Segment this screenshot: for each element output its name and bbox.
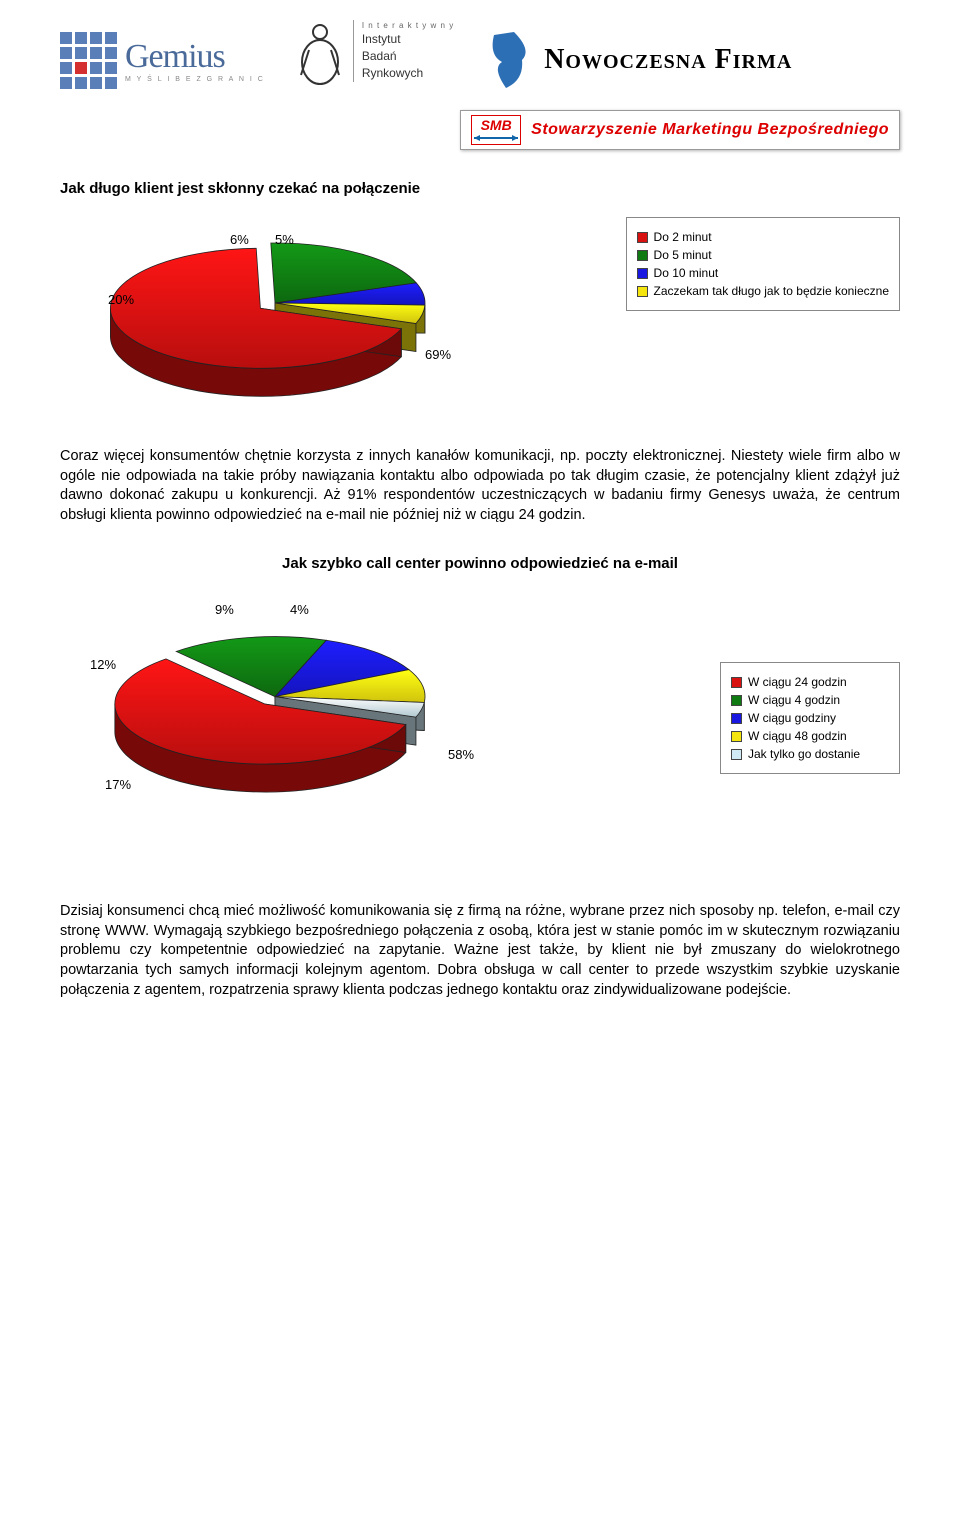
- nf-text: Nowoczesna Firma: [544, 44, 792, 76]
- legend-label: W ciągu godziny: [748, 711, 836, 725]
- gemius-name: Gemius: [125, 38, 265, 76]
- legend-item: Do 5 minut: [637, 248, 889, 262]
- legend-item: Do 10 minut: [637, 266, 889, 280]
- legend-label: W ciągu 24 godzin: [748, 675, 847, 689]
- pie-percent-label: 5%: [275, 232, 294, 247]
- paragraph-2: Dzisiaj konsumenci chcą mieć możliwość k…: [60, 902, 900, 1000]
- legend-item: Zaczekam tak długo jak to będzie koniecz…: [637, 284, 889, 298]
- pie-percent-label: 58%: [448, 747, 474, 762]
- legend-label: Jak tylko go dostanie: [748, 747, 860, 761]
- legend-swatch: [731, 677, 742, 688]
- chart-1-section: Jak długo klient jest skłonny czekać na …: [60, 180, 900, 417]
- ibr-icon: [295, 20, 345, 100]
- legend-label: Do 5 minut: [654, 248, 712, 262]
- pie-percent-label: 6%: [230, 232, 249, 247]
- chart-1-pie: 20% 6% 5% 69%: [60, 217, 606, 417]
- pie-percent-label: 4%: [290, 602, 309, 617]
- legend-swatch: [731, 731, 742, 742]
- legend-swatch: [731, 749, 742, 760]
- legend-label: Do 2 minut: [654, 230, 712, 244]
- legend-label: Zaczekam tak długo jak to będzie koniecz…: [654, 284, 889, 298]
- legend-label: W ciągu 48 godzin: [748, 729, 847, 743]
- nf-icon: [484, 30, 534, 90]
- legend-label: W ciągu 4 godzin: [748, 693, 840, 707]
- pie-percent-label: 9%: [215, 602, 234, 617]
- logo-row-2: SMB Stowarzyszenie Marketingu Bezpośredn…: [60, 110, 900, 150]
- legend-item: W ciągu 48 godzin: [731, 729, 889, 743]
- logo-gemius: Gemius M Y Ś L I B E Z G R A N I C: [60, 32, 265, 89]
- logo-smb: SMB Stowarzyszenie Marketingu Bezpośredn…: [460, 110, 900, 150]
- smb-icon: SMB: [471, 115, 521, 145]
- smb-text: Stowarzyszenie Marketingu Bezpośredniego: [531, 121, 889, 139]
- legend-swatch: [637, 268, 648, 279]
- logo-row-1: Gemius M Y Ś L I B E Z G R A N I C I n t…: [60, 20, 900, 100]
- pie-percent-label: 20%: [108, 292, 134, 307]
- chart-1-legend: Do 2 minut Do 5 minut Do 10 minut Zaczekam …: [626, 217, 900, 311]
- logo-ibr: I n t e r a k t y w n y Instytut Badań R…: [295, 20, 454, 100]
- legend-swatch: [731, 713, 742, 724]
- legend-item: W ciągu godziny: [731, 711, 889, 725]
- chart-2-legend: W ciągu 24 godzin W ciągu 4 godzin W ciągu…: [720, 662, 900, 774]
- legend-item: Do 2 minut: [637, 230, 889, 244]
- pie-percent-label: 12%: [90, 657, 116, 672]
- chart-2-title: Jak szybko call center powinno odpowiedz…: [60, 555, 900, 572]
- legend-item: Jak tylko go dostanie: [731, 747, 889, 761]
- logo-nowoczesna-firma: Nowoczesna Firma: [484, 30, 792, 90]
- paragraph-1: Coraz więcej konsumentów chętnie korzyst…: [60, 447, 900, 525]
- gemius-tagline: M Y Ś L I B E Z G R A N I C: [125, 76, 265, 83]
- legend-swatch: [637, 232, 648, 243]
- pie-percent-label: 69%: [425, 347, 451, 362]
- legend-swatch: [731, 695, 742, 706]
- gemius-icon: [60, 32, 117, 89]
- chart-1-title: Jak długo klient jest skłonny czekać na …: [60, 180, 900, 197]
- legend-swatch: [637, 286, 648, 297]
- legend-item: W ciągu 4 godzin: [731, 693, 889, 707]
- legend-swatch: [637, 250, 648, 261]
- pie-percent-label: 17%: [105, 777, 131, 792]
- ibr-text: I n t e r a k t y w n y Instytut Badań R…: [353, 20, 454, 82]
- legend-item: W ciągu 24 godzin: [731, 675, 889, 689]
- chart-2-section: Jak szybko call center powinno odpowiedz…: [60, 555, 900, 822]
- chart-2-pie: 12% 17% 9% 4% 58%: [60, 602, 700, 822]
- legend-label: Do 10 minut: [654, 266, 719, 280]
